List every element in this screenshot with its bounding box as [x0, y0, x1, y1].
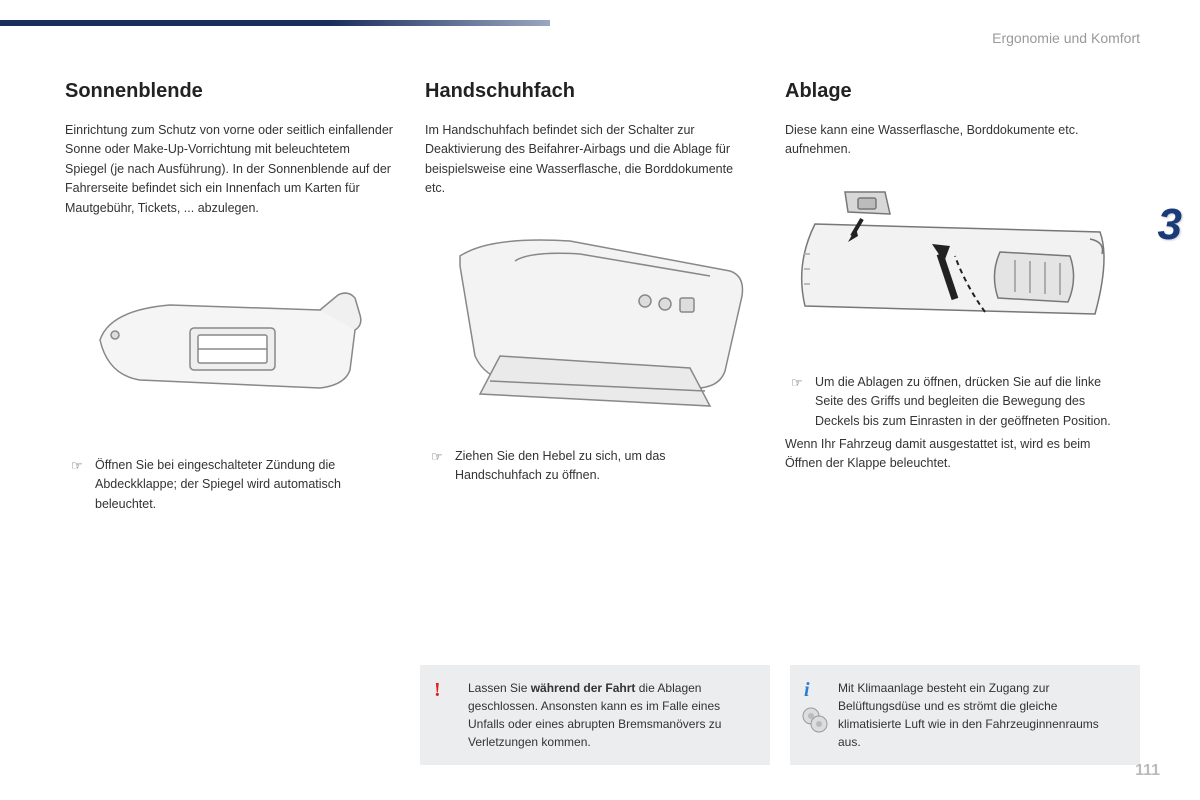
heading-ablage: Ablage: [785, 80, 1115, 103]
column-handschuhfach: Handschuhfach Im Handschuhfach befindet …: [425, 80, 755, 514]
heading-sonnenblende: Sonnenblende: [65, 80, 395, 103]
continuation-ablage: Wenn Ihr Fahrzeug damit ausgestattet ist…: [785, 435, 1115, 474]
intro-ablage: Diese kann eine Wasserflasche, Borddokum…: [785, 121, 1115, 160]
instruction-ablage: Um die Ablagen zu öffnen, drücken Sie au…: [785, 373, 1115, 431]
illustration-glovebox: [425, 221, 755, 431]
instruction-sonnenblende: Öffnen Sie bei eingeschalteter Zündung d…: [65, 456, 395, 514]
illustration-sun-visor: [65, 240, 395, 440]
column-ablage: Ablage Diese kann eine Wasserflasche, Bo…: [785, 80, 1115, 514]
page-number: 111: [1135, 762, 1160, 780]
exclamation-icon: !: [434, 675, 441, 705]
info-note: i Mit Klimaanlage besteht ein Zugang zur…: [790, 665, 1140, 765]
content-columns: Sonnenblende Einrichtung zum Schutz von …: [65, 80, 1115, 514]
section-title: Ergonomie und Komfort: [992, 30, 1140, 46]
top-divider-bar: [0, 20, 550, 26]
column-sonnenblende: Sonnenblende Einrichtung zum Schutz von …: [65, 80, 395, 514]
vent-thumbnail-icon: [800, 705, 830, 735]
intro-handschuhfach: Im Handschuhfach befindet sich der Schal…: [425, 121, 755, 199]
chapter-number: 3: [1158, 200, 1182, 250]
warning-text-bold: während der Fahrt: [531, 681, 636, 695]
info-icon: i: [804, 675, 810, 705]
warning-text-pre: Lassen Sie: [468, 681, 531, 695]
illustration-storage: [785, 182, 1115, 357]
instruction-handschuhfach: Ziehen Sie den Hebel zu sich, um das Han…: [425, 447, 755, 486]
info-text: Mit Klimaanlage besteht ein Zugang zur B…: [838, 681, 1099, 749]
heading-handschuhfach: Handschuhfach: [425, 80, 755, 103]
intro-sonnenblende: Einrichtung zum Schutz von vorne oder se…: [65, 121, 395, 218]
warning-note: ! Lassen Sie während der Fahrt die Ablag…: [420, 665, 770, 765]
